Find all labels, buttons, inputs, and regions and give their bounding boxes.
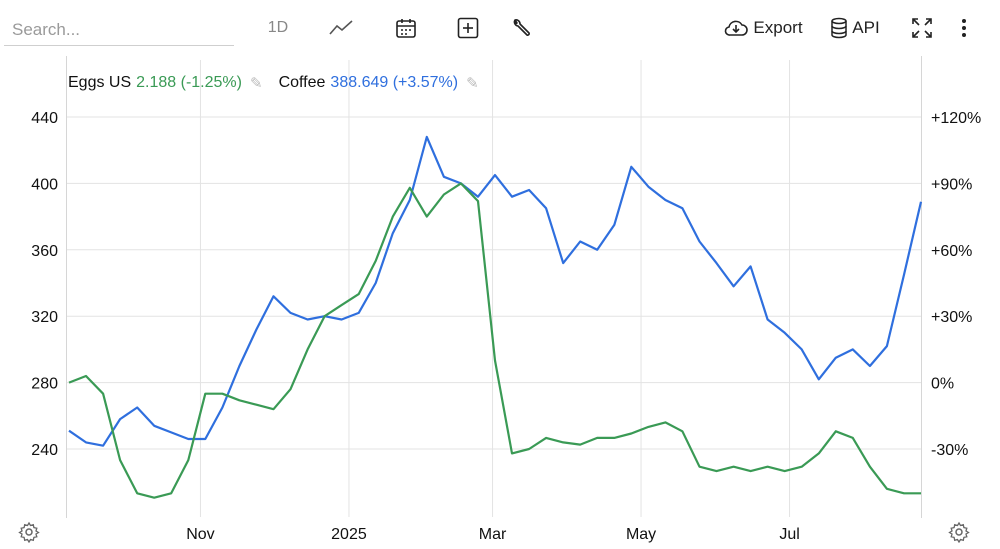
series-line-eggs-us	[68, 182, 921, 499]
legend-name-eggs: Eggs US	[68, 74, 132, 91]
y-right-tick-label: +90%	[931, 176, 972, 193]
gear-icon[interactable]	[18, 521, 40, 544]
legend-value-eggs: 2.188 (-1.25%)	[136, 74, 242, 91]
calendar-icon[interactable]	[393, 10, 419, 46]
x-tick-label: Mar	[479, 526, 507, 543]
y-right-tick-label: -30%	[931, 442, 968, 459]
search-input[interactable]	[4, 14, 234, 46]
y-right-tick-label: 0%	[931, 376, 954, 393]
x-tick-label: May	[626, 526, 656, 543]
period-button[interactable]: 1D	[262, 10, 294, 46]
plus-square-icon[interactable]	[455, 10, 481, 46]
export-button[interactable]: Export	[720, 10, 806, 46]
pencil-icon[interactable]: ✎	[466, 75, 479, 92]
chart-frame	[66, 56, 922, 518]
export-label: Export	[753, 18, 803, 37]
legend-name-coffee: Coffee	[278, 74, 326, 91]
expand-icon[interactable]	[908, 10, 936, 46]
y-left-tick-label: 440	[31, 110, 58, 127]
period-label: 1D	[267, 19, 289, 36]
chart-legend: Eggs US 2.188 (-1.25%) ✎ Coffee 388.649 …	[68, 74, 495, 92]
line-chart-icon[interactable]	[326, 10, 356, 46]
y-left-tick-label: 400	[31, 176, 58, 193]
pencil-icon[interactable]: ✎	[249, 75, 263, 92]
x-tick-label: Nov	[186, 526, 214, 543]
wrench-icon[interactable]	[508, 10, 534, 46]
api-label: API	[852, 18, 880, 37]
y-left-tick-label: 320	[31, 309, 58, 326]
y-right-tick-label: +30%	[931, 309, 972, 326]
vertical-dots-icon[interactable]	[954, 10, 974, 46]
y-left-tick-label: 280	[31, 376, 58, 393]
legend-value-coffee: 388.649 (+3.57%)	[330, 74, 459, 91]
database-icon	[830, 17, 848, 39]
x-tick-label: Jul	[779, 526, 799, 543]
api-button[interactable]: API	[828, 10, 882, 46]
y-left-tick-label: 360	[31, 243, 58, 260]
toolbar: 1D Ex	[0, 0, 1000, 56]
y-right-tick-label: +120%	[931, 110, 981, 127]
x-tick-label: 2025	[331, 526, 367, 543]
cloud-download-icon	[723, 18, 749, 38]
y-right-tick-label: +60%	[931, 243, 972, 260]
y-left-tick-label: 240	[31, 442, 58, 459]
gear-icon[interactable]	[948, 521, 970, 544]
series-line-coffee	[68, 135, 923, 447]
